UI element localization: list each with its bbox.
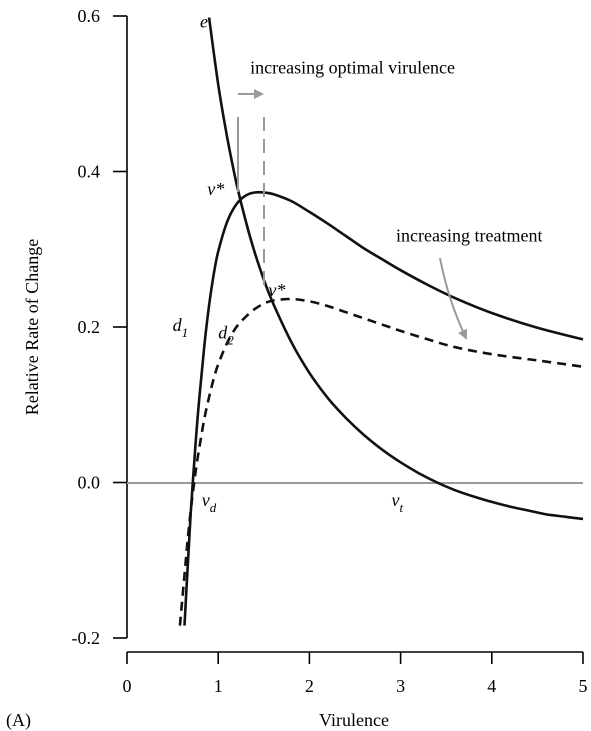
x-tick-label: 5 [579,676,588,696]
y-tick-label: 0.2 [78,317,101,337]
y-tick-label: -0.2 [72,628,101,648]
annotation-treat: increasing treatment [396,225,542,245]
x-tick-label: 2 [305,676,314,696]
x-tick-label: 1 [214,676,223,696]
annotation-e: e [200,12,208,32]
annotation-vstar2: v* [268,280,285,300]
annotation-vd: vd [202,490,217,515]
series-line-d1 [183,190,584,626]
annotation-layer: e d1 d2 v* v* vd vt increasing optimal virulenc… [173,12,543,515]
series-line-d2 [178,297,584,626]
x-axis-title: Virulence [319,710,389,730]
treatment-arrow [439,257,468,340]
annotation-d2: d2 [218,323,234,348]
y-axis-title: Relative Rate of Change [22,239,42,415]
x-tick-label: 0 [123,676,132,696]
ticks: 0 1 2 3 4 5 -0.2 0.0 0.2 0.4 0.6 [72,6,588,696]
series-layer [178,17,584,626]
x-tick-label: 3 [396,676,405,696]
annotation-vt: vt [391,490,403,515]
y-tick-label: 0.0 [78,473,101,493]
optimal-virulence-marks [237,89,265,292]
annotation-opt: increasing optimal virulence [250,58,455,78]
y-tick-label: 0.4 [78,162,101,182]
series-line-e [207,17,584,521]
panel-label: (A) [6,710,31,731]
x-tick-label: 4 [487,676,496,696]
y-tick-label: 0.6 [78,6,101,26]
annotation-vstar1: v* [207,179,224,199]
annotation-d1: d1 [173,315,189,340]
